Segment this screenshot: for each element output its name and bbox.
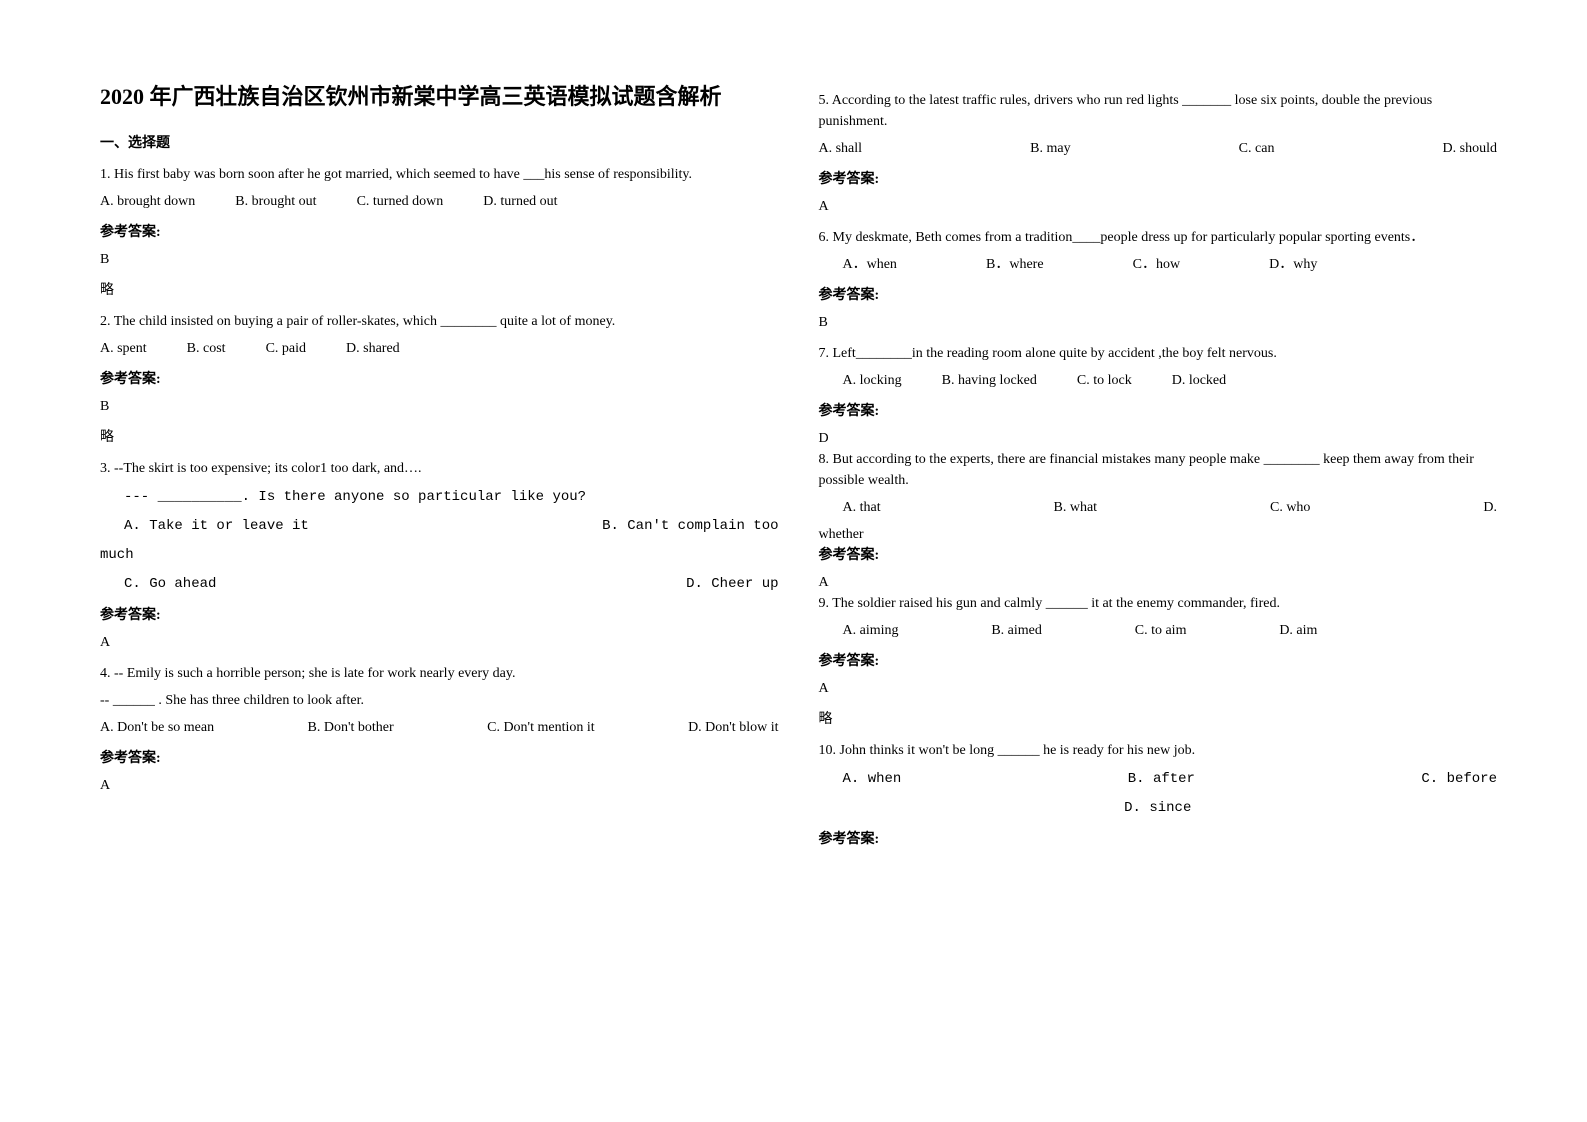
q6-opt-a: A．when: [843, 254, 897, 275]
q2-options: A. spent B. cost C. paid D. shared: [100, 338, 779, 359]
q3-answer-label: 参考答案:: [100, 605, 779, 626]
q3-opt-d: D. Cheer up: [686, 574, 778, 595]
q5-answer: A: [819, 196, 1498, 217]
q4-answer: A: [100, 775, 779, 796]
q10-opt-a: A. when: [843, 769, 902, 790]
q2-opt-b: B. cost: [187, 338, 226, 359]
q4-opt-c: C. Don't mention it: [487, 717, 595, 738]
q6-answer-label: 参考答案:: [819, 285, 1498, 306]
q3-opt-a: A. Take it or leave it: [124, 516, 309, 537]
q8-trail: whether: [819, 524, 1498, 545]
q10-opt-c: C. before: [1421, 769, 1497, 790]
q2-opt-d: D. shared: [346, 338, 400, 359]
q4-opt-b: B. Don't bother: [308, 717, 394, 738]
q5-answer-label: 参考答案:: [819, 169, 1498, 190]
q8-answer: A: [819, 572, 1498, 593]
q1-opt-c: C. turned down: [357, 191, 444, 212]
q6-answer: B: [819, 312, 1498, 333]
q2-answer-label: 参考答案:: [100, 369, 779, 390]
exam-title: 2020 年广西壮族自治区钦州市新棠中学高三英语模拟试题含解析: [100, 80, 779, 113]
left-column: 2020 年广西壮族自治区钦州市新棠中学高三英语模拟试题含解析 一、选择题 1.…: [100, 80, 779, 856]
q8-opt-b: B. what: [1054, 497, 1098, 518]
q7-stem: 7. Left________in the reading room alone…: [819, 343, 1498, 364]
q7-options: A. locking B. having locked C. to lock D…: [843, 370, 1498, 391]
q8-answer-label: 参考答案:: [819, 545, 1498, 566]
q9-stem: 9. The soldier raised his gun and calmly…: [819, 593, 1498, 614]
q1-opt-a: A. brought down: [100, 191, 195, 212]
q10-opt-b: B. after: [1128, 769, 1195, 790]
q9-opt-c: C. to aim: [1135, 620, 1187, 641]
q5-opt-d: D. should: [1443, 138, 1497, 159]
q1-opt-b: B. brought out: [235, 191, 316, 212]
q8-options: A. that B. what C. who D.: [843, 497, 1498, 518]
q4-answer-label: 参考答案:: [100, 748, 779, 769]
q7-opt-b: B. having locked: [942, 370, 1037, 391]
q3-opt-row1: A. Take it or leave it B. Can't complain…: [100, 516, 779, 537]
q6-options: A．when B．where C．how D．why: [843, 254, 1318, 275]
q2-opt-a: A. spent: [100, 338, 147, 359]
q9-answer: A: [819, 678, 1498, 699]
q10-opt-row1: A. when B. after C. before: [843, 769, 1498, 790]
q3-opt-b-cont: much: [100, 545, 779, 566]
q1-options: A. brought down B. brought out C. turned…: [100, 191, 779, 212]
q8-opt-c: C. who: [1270, 497, 1310, 518]
q4-stem2: -- ______ . She has three children to lo…: [100, 690, 779, 711]
q1-brief: 略: [100, 280, 779, 301]
q1-stem: 1. His first baby was born soon after he…: [100, 164, 779, 185]
q7-answer-label: 参考答案:: [819, 401, 1498, 422]
q9-opt-b: B. aimed: [991, 620, 1042, 641]
right-column: 5. According to the latest traffic rules…: [819, 80, 1498, 856]
q5-opt-b: B. may: [1030, 138, 1070, 159]
q9-answer-label: 参考答案:: [819, 651, 1498, 672]
q3-answer: A: [100, 632, 779, 653]
q3-line2: --- __________. Is there anyone so parti…: [124, 487, 779, 508]
q4-options: A. Don't be so mean B. Don't bother C. D…: [100, 717, 779, 738]
q7-opt-c: C. to lock: [1077, 370, 1132, 391]
section-heading: 一、选择题: [100, 133, 779, 154]
q9-options: A. aiming B. aimed C. to aim D. aim: [843, 620, 1318, 641]
q7-opt-d: D. locked: [1172, 370, 1226, 391]
q3-opt-row2: C. Go ahead D. Cheer up: [100, 574, 779, 595]
q9-brief: 略: [819, 709, 1498, 730]
q6-opt-d: D．why: [1269, 254, 1317, 275]
q3-opt-b: B. Can't complain too: [602, 516, 778, 537]
q4-stem1: 4. -- Emily is such a horrible person; s…: [100, 663, 779, 684]
q8-stem: 8. But according to the experts, there a…: [819, 449, 1498, 491]
q10-stem: 10. John thinks it won't be long ______ …: [819, 740, 1498, 761]
q3-stem: 3. --The skirt is too expensive; its col…: [100, 458, 779, 479]
q2-stem: 2. The child insisted on buying a pair o…: [100, 311, 779, 332]
q4-opt-d: D. Don't blow it: [688, 717, 778, 738]
q5-stem: 5. According to the latest traffic rules…: [819, 90, 1498, 132]
q6-opt-b: B．where: [986, 254, 1044, 275]
q2-opt-c: C. paid: [266, 338, 306, 359]
q10-opt-d: D. since: [819, 798, 1498, 819]
q4-opt-a: A. Don't be so mean: [100, 717, 214, 738]
q1-answer: B: [100, 249, 779, 270]
q6-stem: 6. My deskmate, Beth comes from a tradit…: [819, 227, 1498, 248]
q8-opt-d: D.: [1483, 497, 1497, 518]
q5-opt-c: C. can: [1239, 138, 1275, 159]
q3-opt-c: C. Go ahead: [124, 574, 216, 595]
q6-opt-c: C．how: [1133, 254, 1180, 275]
page-container: 2020 年广西壮族自治区钦州市新棠中学高三英语模拟试题含解析 一、选择题 1.…: [0, 0, 1587, 896]
q1-opt-d: D. turned out: [483, 191, 557, 212]
q5-opt-a: A. shall: [819, 138, 863, 159]
q1-answer-label: 参考答案:: [100, 222, 779, 243]
q7-opt-a: A. locking: [843, 370, 902, 391]
q5-options: A. shall B. may C. can D. should: [819, 138, 1498, 159]
q2-answer: B: [100, 396, 779, 417]
q10-answer-label: 参考答案:: [819, 829, 1498, 850]
q9-opt-a: A. aiming: [843, 620, 899, 641]
q8-opt-a: A. that: [843, 497, 881, 518]
q7-answer: D: [819, 428, 1498, 449]
q2-brief: 略: [100, 427, 779, 448]
q9-opt-d: D. aim: [1279, 620, 1317, 641]
